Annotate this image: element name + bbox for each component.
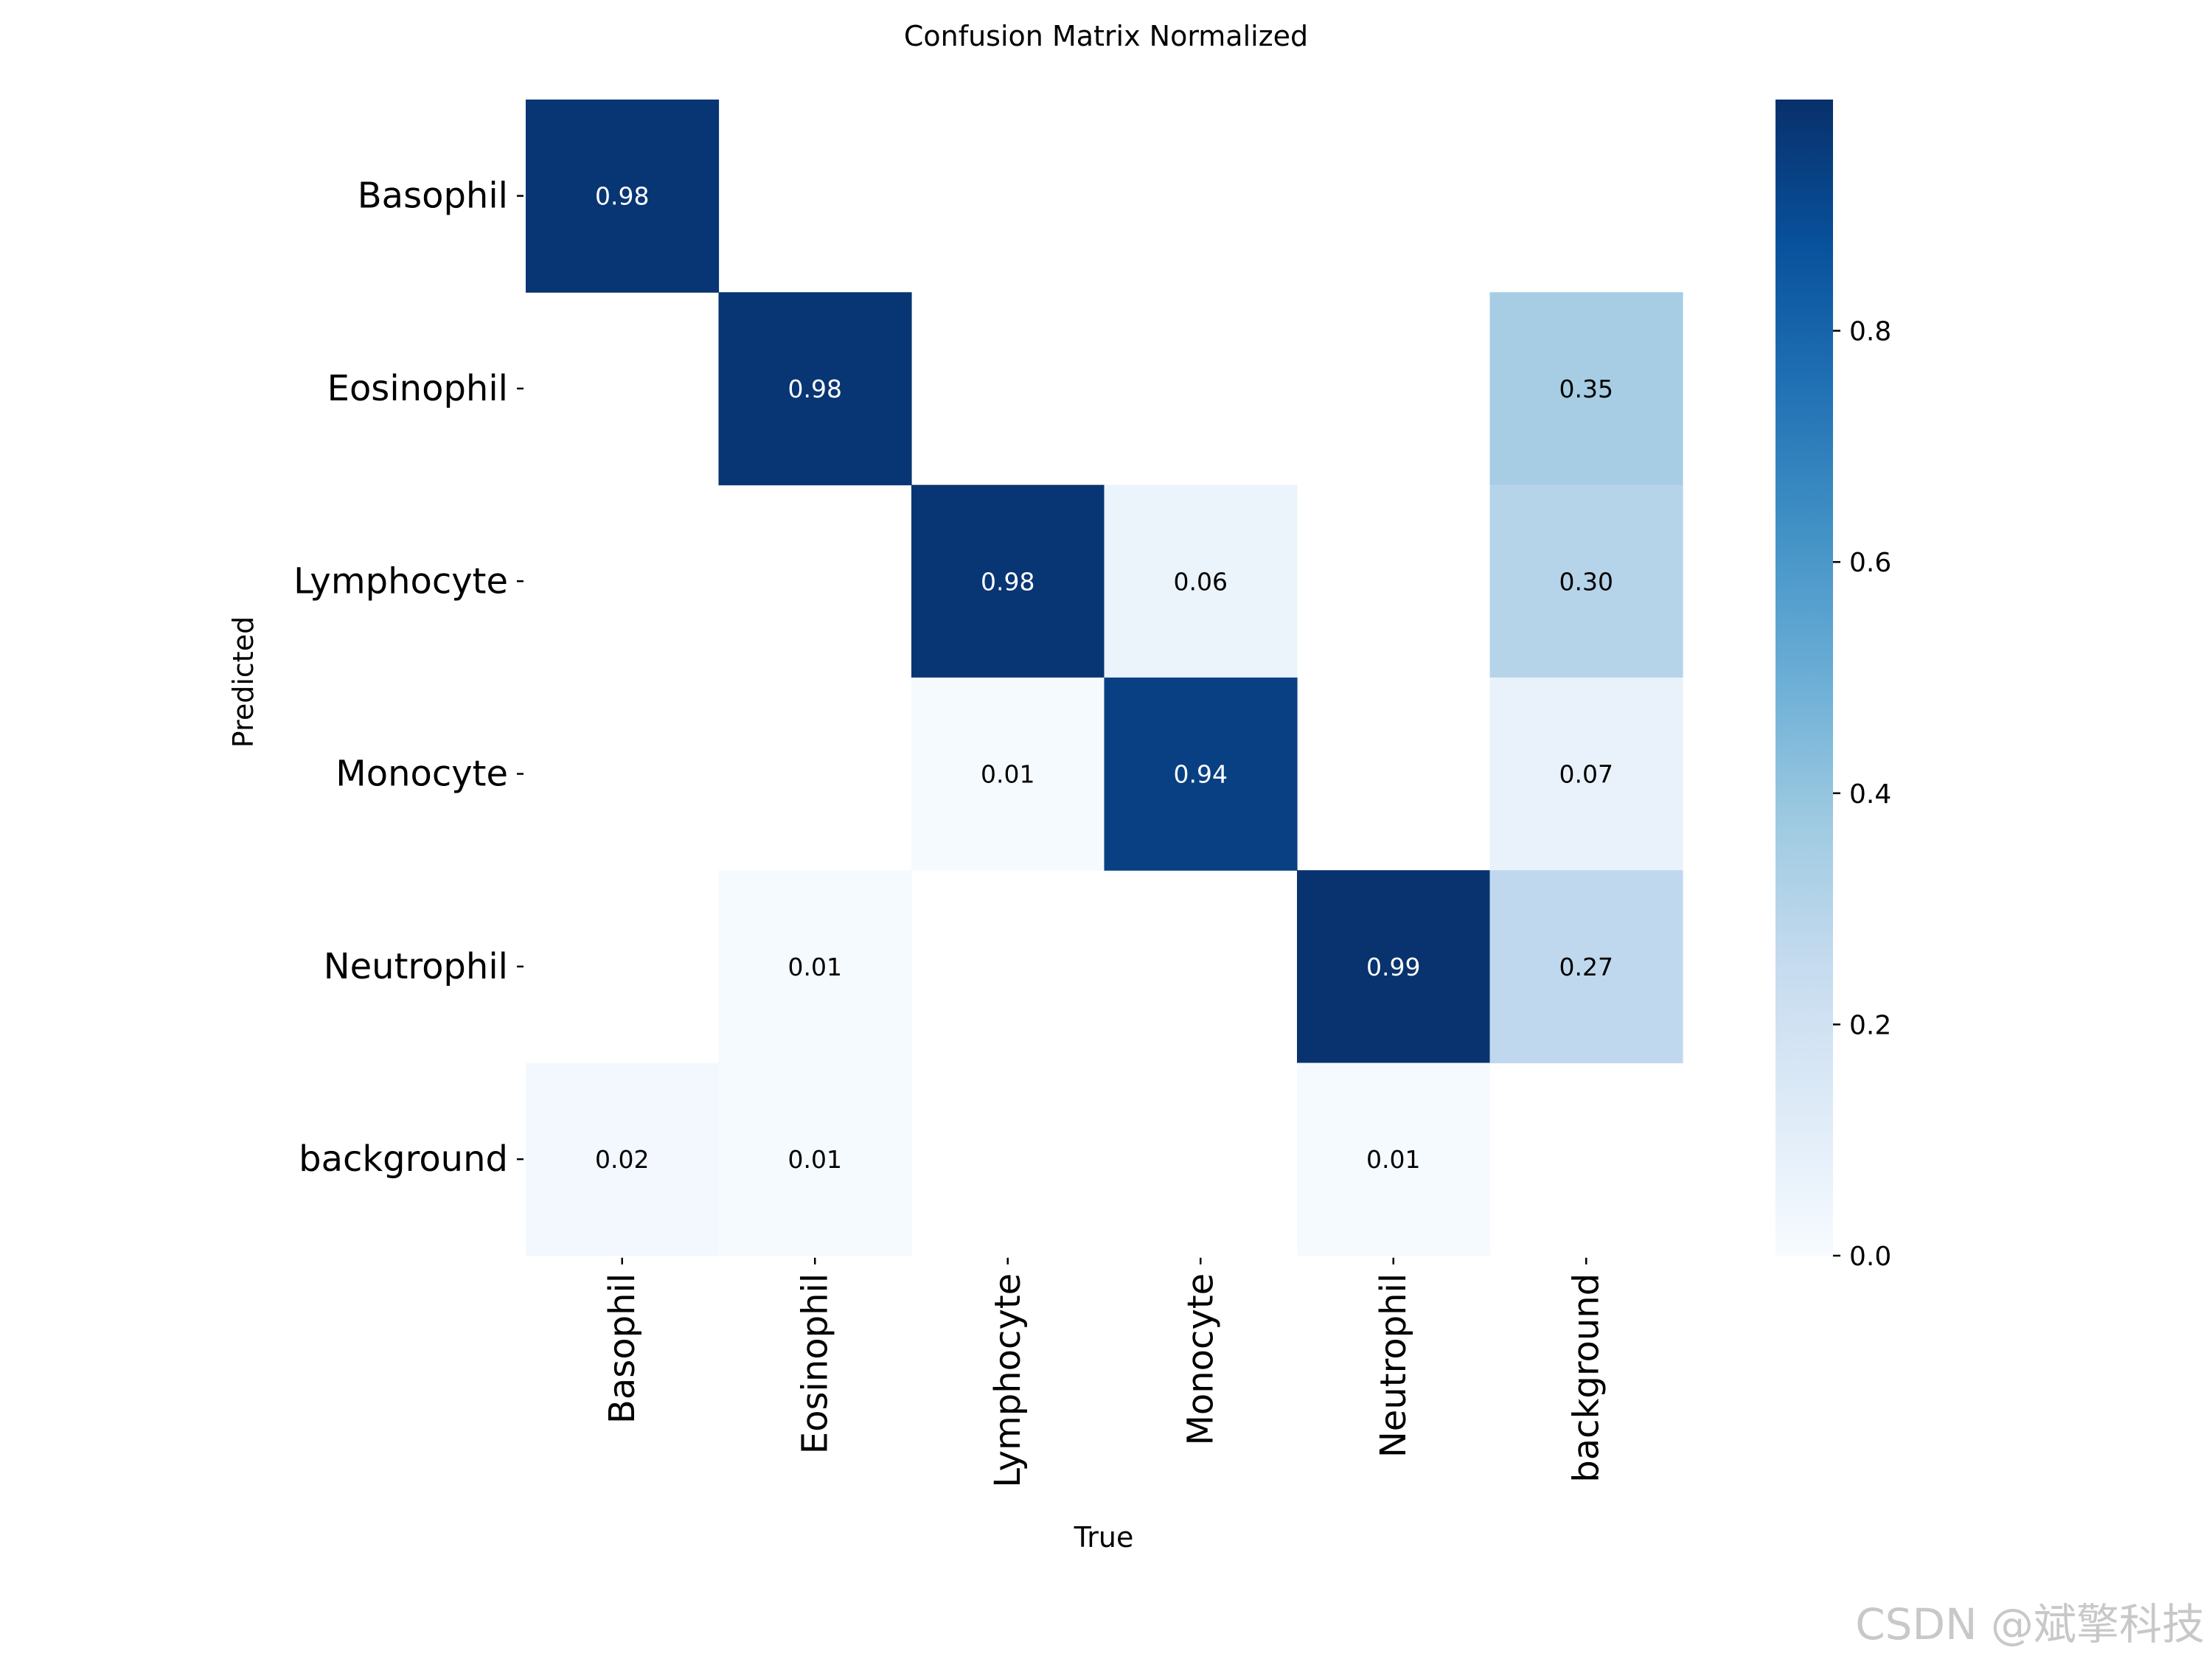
x-axis: Basophil Eosinophil Lymphocyte Monocyte Neut… bbox=[602, 1257, 1607, 1488]
watermark: CSDN @斌擎科技 bbox=[1855, 1599, 2205, 1649]
x-tick-label: Monocyte bbox=[1180, 1273, 1221, 1446]
cell-value-label: 0.01 bbox=[788, 953, 842, 981]
x-tick-label: Basophil bbox=[602, 1273, 643, 1424]
heatmap-cell bbox=[1489, 677, 1683, 871]
heatmap-cells bbox=[526, 100, 1683, 1256]
heatmap-cell bbox=[1104, 484, 1298, 678]
cell-value-label: 0.27 bbox=[1559, 953, 1613, 981]
heatmap-cell bbox=[911, 484, 1105, 678]
colorbar-tick-label: 0.2 bbox=[1849, 1010, 1891, 1040]
y-tick-label: Eosinophil bbox=[327, 368, 508, 409]
y-tick-label: Monocyte bbox=[335, 754, 508, 795]
heatmap-cell-labels: 0.98 0.98 0.35 0.98 0.06 0.30 0.01 0.94 0.07 0.01… bbox=[595, 182, 1613, 1175]
cell-value-label: 0.98 bbox=[788, 375, 842, 403]
cell-value-label: 0.98 bbox=[981, 567, 1034, 596]
cell-value-label: 0.01 bbox=[788, 1145, 842, 1174]
colorbar bbox=[1775, 100, 1833, 1256]
colorbar-tick-label: 0.8 bbox=[1849, 317, 1891, 347]
x-tick-label: background bbox=[1565, 1273, 1607, 1483]
cell-value-label: 0.01 bbox=[1366, 1145, 1420, 1174]
y-tick-label: background bbox=[299, 1138, 508, 1180]
cell-value-label: 0.02 bbox=[595, 1145, 649, 1174]
cell-value-label: 0.35 bbox=[1559, 375, 1613, 403]
x-tick-label: Neutrophil bbox=[1373, 1273, 1414, 1458]
cell-value-label: 0.07 bbox=[1559, 760, 1613, 789]
colorbar-tick-label: 0.4 bbox=[1849, 779, 1891, 810]
y-tick-label: Neutrophil bbox=[324, 946, 508, 987]
y-axis-label: Predicted bbox=[227, 616, 260, 748]
cell-value-label: 0.01 bbox=[981, 760, 1034, 789]
cell-value-label: 0.94 bbox=[1174, 760, 1228, 789]
colorbar-tick-label: 0.6 bbox=[1849, 548, 1891, 578]
heatmap-cell bbox=[1297, 1062, 1491, 1256]
heatmap-cell bbox=[1489, 292, 1683, 486]
heatmap-cell bbox=[1104, 677, 1298, 871]
heatmap-cell bbox=[1297, 870, 1491, 1064]
heatmap-cell bbox=[911, 677, 1105, 871]
cell-value-label: 0.06 bbox=[1174, 567, 1228, 596]
colorbar-tick-label: 0.0 bbox=[1849, 1242, 1891, 1272]
x-axis-label: True bbox=[1074, 1521, 1134, 1554]
x-tick-label: Eosinophil bbox=[794, 1273, 835, 1454]
heatmap-cell bbox=[1489, 870, 1683, 1064]
cell-value-label: 0.99 bbox=[1366, 953, 1420, 981]
heatmap-cell bbox=[718, 870, 912, 1064]
y-tick-label: Lymphocyte bbox=[293, 560, 508, 602]
heatmap-cell bbox=[718, 1062, 912, 1256]
x-tick-label: Lymphocyte bbox=[987, 1273, 1029, 1488]
heatmap-cell bbox=[718, 292, 912, 486]
cell-value-label: 0.30 bbox=[1559, 567, 1613, 596]
y-tick-label: Basophil bbox=[358, 175, 508, 217]
cell-value-label: 0.98 bbox=[595, 182, 649, 211]
heatmap-cell bbox=[526, 1062, 720, 1256]
chart-title: Confusion Matrix Normalized bbox=[904, 20, 1308, 52]
y-axis: Basophil Eosinophil Lymphocyte Monocyte Neut… bbox=[293, 175, 524, 1180]
colorbar-axis: 0.0 0.2 0.4 0.6 0.8 bbox=[1833, 317, 1891, 1272]
heatmap-cell bbox=[526, 100, 720, 293]
heatmap-cell bbox=[1489, 484, 1683, 678]
